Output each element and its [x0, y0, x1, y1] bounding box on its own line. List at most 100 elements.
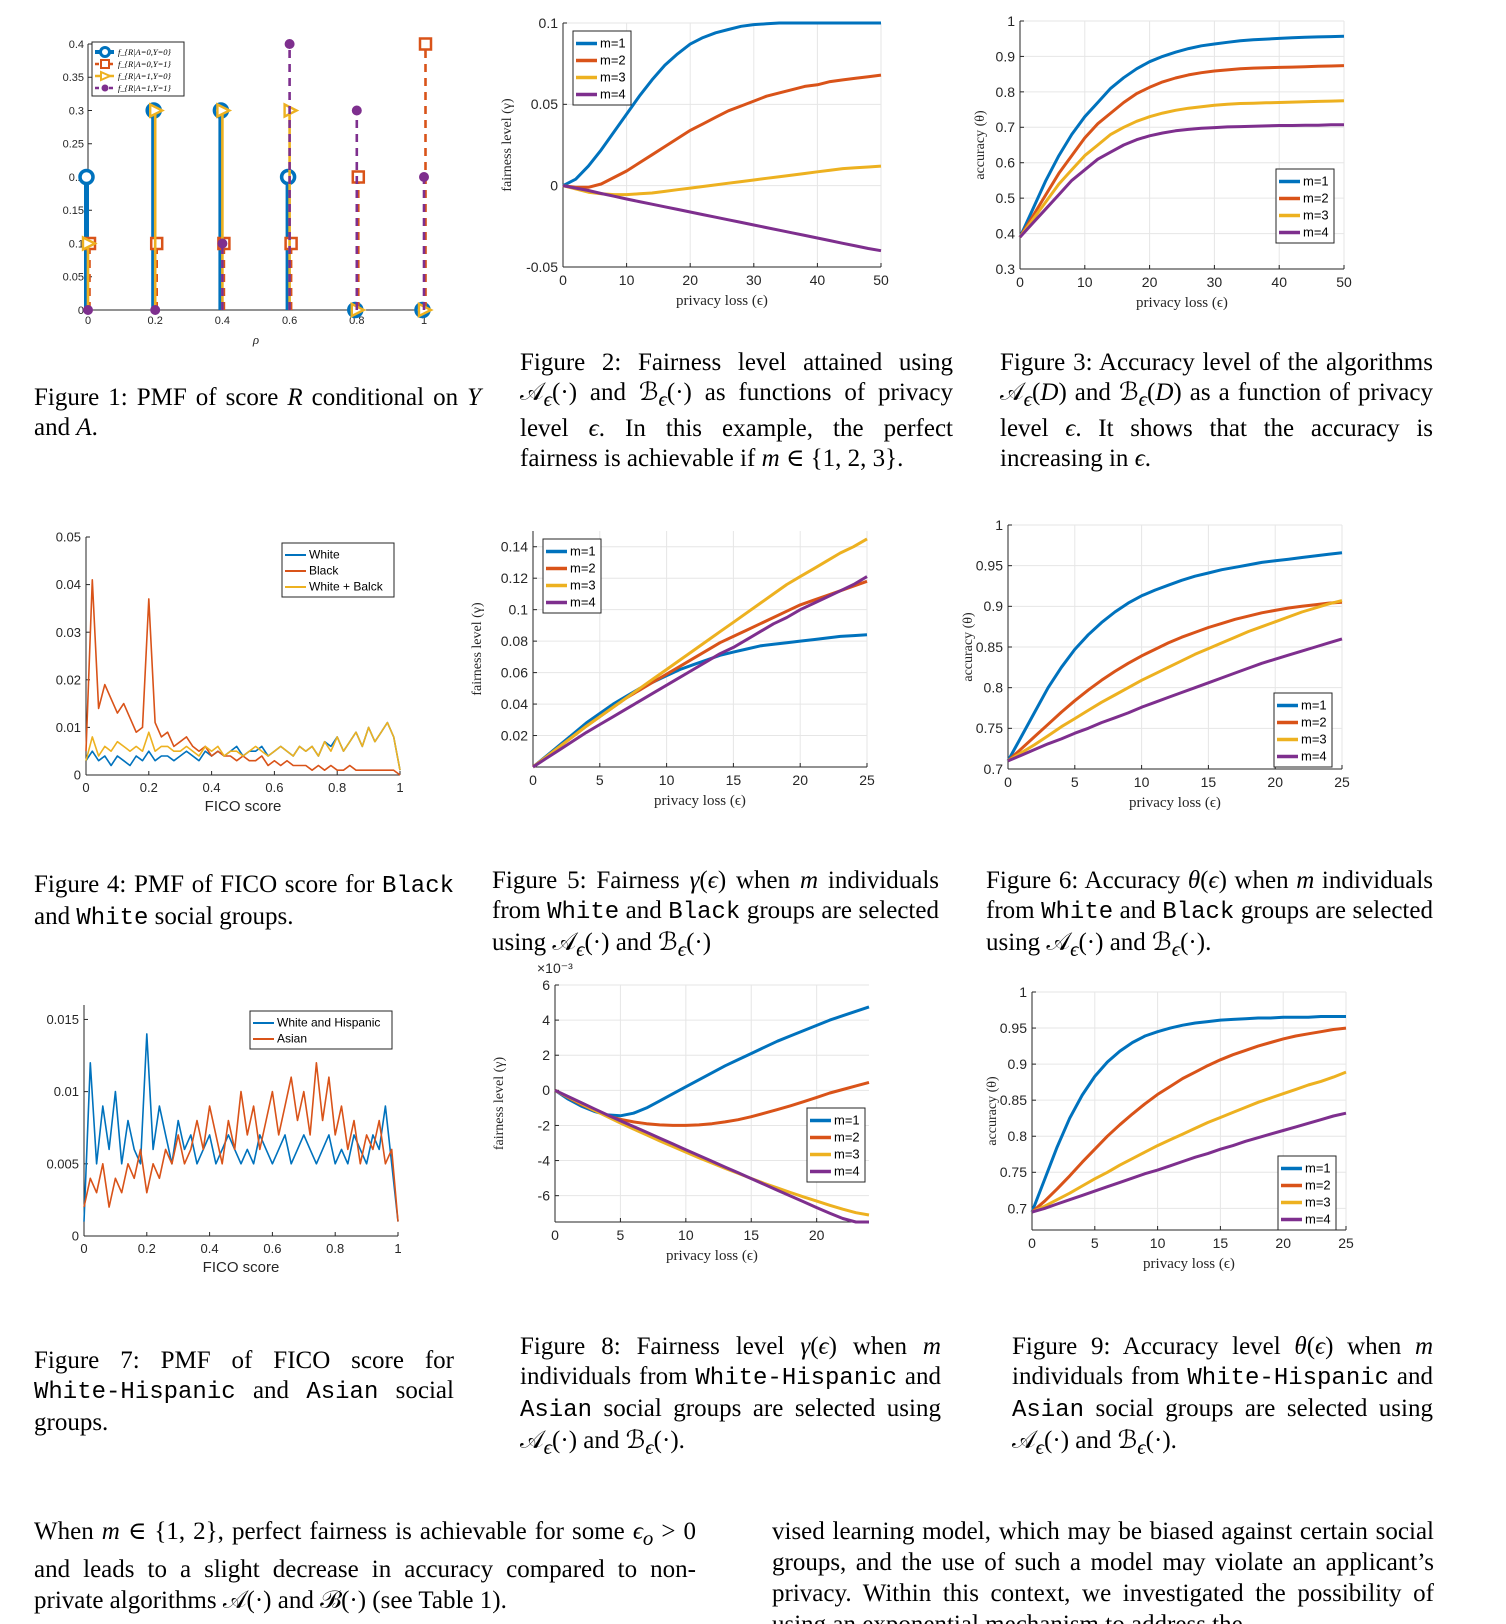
y-tick-label: 0.7 — [996, 119, 1016, 135]
legend-label: m=1 — [1303, 173, 1329, 188]
x-tick-label: 50 — [1336, 274, 1352, 290]
series-line-m-3 — [1018, 99, 1345, 238]
figure-2-chart: 0 10 20 30 40 50 -0.05 0 0.05 0.1 privacy loss (ϵ)… — [500, 15, 935, 335]
marker-triangle — [81, 235, 98, 252]
x-tick-label: 10 — [1134, 774, 1150, 790]
legend-label: White + Balck — [309, 580, 384, 594]
x-axis-label: privacy loss (ϵ) — [676, 293, 768, 309]
x-tick-label: 0 — [82, 780, 89, 795]
legend: White and Hispanic Asian — [249, 1010, 393, 1050]
figure-6-chart: 0 5 10 15 20 25 0.7 0.75 0.8 0.85 0.9 0.95 1 privacy … — [961, 517, 1420, 845]
legend-label: m=1 — [570, 543, 596, 558]
x-axis-label: privacy loss (ϵ) — [1136, 295, 1228, 311]
marker-dot — [83, 305, 93, 315]
y-tick-label: 0.08 — [501, 633, 528, 649]
series-line-m-3 — [554, 1088, 870, 1217]
series-line-m-3 — [1031, 1070, 1347, 1214]
legend-label: m=3 — [1303, 207, 1329, 222]
plot-area: 0 5 10 15 20 -6 -4 -2 0 2 4 6×10⁻³ privacy loss (ϵ) f… — [492, 960, 870, 1264]
x-tick-label: 0.8 — [326, 1241, 344, 1256]
x-tick-label: 0 — [85, 315, 91, 327]
x-tick-label: 15 — [726, 772, 742, 788]
y-tick-label: 0.25 — [63, 139, 84, 151]
y-tick-label: 2 — [542, 1047, 550, 1063]
legend-label: m=2 — [834, 1129, 860, 1144]
x-tick-label: 0.4 — [201, 1241, 219, 1256]
x-tick-label: 25 — [1338, 1235, 1354, 1251]
y-tick-label: 0.85 — [976, 639, 1003, 655]
x-tick-label: 0.4 — [215, 315, 230, 327]
legend-label: m=3 — [834, 1146, 860, 1161]
y-tick-label: 4 — [542, 1012, 550, 1028]
x-tick-label: 10 — [1150, 1235, 1166, 1251]
x-axis-label: privacy loss (ϵ) — [654, 793, 746, 809]
x-tick-label: 15 — [1201, 774, 1217, 790]
marker-square — [351, 170, 366, 184]
x-tick-label: 20 — [682, 272, 698, 288]
y-tick-label: 0.7 — [984, 761, 1004, 777]
figure-3-chart: 0 10 20 30 40 50 0.3 0.4 0.5 0.6 0.7 0.8 0.9 1 privacy… — [973, 13, 1415, 335]
y-tick-label: 0.75 — [1000, 1164, 1027, 1180]
x-axis-label: ρ — [252, 332, 259, 347]
y-tick-label: 0 — [78, 305, 84, 317]
x-tick-label: 0 — [551, 1227, 559, 1243]
marker-dot — [284, 39, 295, 49]
figure-7-chart: 0 0.2 0.4 0.6 0.8 1 0 0.005 0.01 0.015 FICO score W… — [40, 1005, 480, 1330]
x-tick-label: 5 — [1091, 1235, 1099, 1251]
x-tick-label: 10 — [659, 772, 675, 788]
series-line-m-4 — [554, 1088, 869, 1224]
series-line-m-1 — [1018, 34, 1345, 238]
plot-area: 0 0.2 0.4 0.6 0.8 100.050.10.150.20.250.30.35… — [63, 37, 434, 347]
x-tick-label: 5 — [617, 1227, 625, 1243]
x-axis-label: privacy loss (ϵ) — [1129, 795, 1221, 811]
x-tick-label: 50 — [873, 272, 889, 288]
y-tick-label: 0.04 — [501, 696, 528, 712]
y-tick-label: 0.9 — [996, 48, 1016, 64]
marker-dot — [351, 105, 362, 116]
x-tick-label: 0.6 — [263, 1241, 281, 1256]
figure-5-caption: Figure 5: Fairness γ(ϵ) when m individua… — [492, 867, 939, 961]
series-line-white — [85, 721, 401, 771]
series-line-m-2 — [1006, 600, 1343, 763]
y-tick-label: 0.1 — [69, 238, 84, 250]
y-tick-label: -0.05 — [526, 259, 558, 275]
legend-label: White and Hispanic — [277, 1016, 380, 1030]
y-tick-label: 0.75 — [976, 720, 1003, 736]
y-tick-label: 6 — [542, 977, 550, 993]
figure-3-caption: Figure 3: Accuracy level of the algorith… — [1000, 349, 1434, 472]
x-tick-label: 30 — [1207, 274, 1223, 290]
legend-marker — [101, 84, 109, 92]
y-tick-label: 0.35 — [63, 72, 84, 84]
y-tick-label: -4 — [538, 1152, 551, 1168]
legend-label: f_{R|A=1,Y=0} — [118, 71, 172, 81]
plot-area: 0 0.2 0.4 0.6 0.8 1 0 0.01 0.02 0.03 0.04 0.05 FICO … — [56, 530, 404, 815]
y-tick-label: 0.05 — [56, 530, 81, 545]
x-tick-label: 5 — [1071, 774, 1079, 790]
legend: m=1 m=2 m=3 m=4 — [806, 1107, 866, 1183]
y-tick-label: 0 — [550, 178, 558, 194]
legend-label: m=2 — [1301, 714, 1327, 729]
figure-8-svg: 0 5 10 15 20 -6 -4 -2 0 2 4 6×10⁻³ privacy loss (ϵ) f… — [492, 960, 870, 1264]
y-axis-label: accuracy (θ) — [973, 110, 988, 180]
x-tick-label: 1 — [394, 1241, 401, 1256]
legend-marker — [100, 59, 110, 69]
legend-label: m=3 — [1305, 1194, 1331, 1209]
marker-circle — [78, 168, 95, 186]
legend-label: m=3 — [570, 577, 596, 592]
legend-label: m=3 — [600, 69, 626, 84]
x-tick-label: 1 — [421, 315, 427, 327]
x-tick-label: 5 — [596, 772, 604, 788]
y-tick-label: -6 — [538, 1188, 551, 1204]
body-paragraph-right: vised learning model, which may be biase… — [772, 1518, 1434, 1624]
marker-square — [284, 236, 298, 251]
legend-label: White — [309, 548, 340, 562]
plot-area: 0 5 10 15 20 25 0.7 0.75 0.8 0.85 0.9 0.95 1 privacy … — [961, 517, 1350, 811]
legend-label: m=3 — [1301, 731, 1327, 746]
y-axis-label: accuracy (θ) — [985, 1076, 1000, 1146]
x-tick-label: 0.2 — [138, 1241, 156, 1256]
x-tick-label: 0 — [1004, 774, 1012, 790]
legend-label: m=2 — [1303, 190, 1329, 205]
figure-3-svg: 0 10 20 30 40 50 0.3 0.4 0.5 0.6 0.7 0.8 0.9 1 privacy… — [973, 13, 1352, 311]
x-axis-label: privacy loss (ϵ) — [1143, 1256, 1235, 1272]
